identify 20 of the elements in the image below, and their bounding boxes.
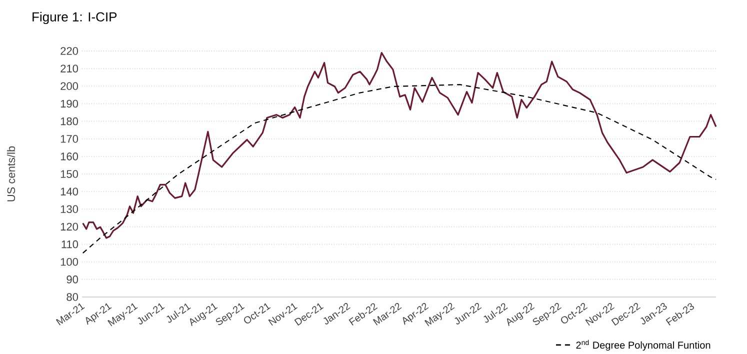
- y-tick-label: 90: [66, 276, 78, 284]
- y-tick-label: 120: [60, 222, 78, 231]
- y-tick-label: 130: [60, 205, 78, 214]
- y-tick-label: 140: [60, 188, 78, 196]
- y-tick-label: 100: [60, 258, 78, 266]
- y-tick-label: 180: [60, 117, 78, 126]
- y-tick-label: 190: [60, 100, 78, 108]
- y-tick-label: 200: [60, 82, 78, 90]
- line-series: [82, 84, 717, 254]
- y-tick-label: 210: [60, 64, 78, 72]
- chart-title: Figure 1: I-CIP: [32, 12, 117, 24]
- y-axis-title: US cents/lb: [6, 146, 16, 202]
- y-tick-label: 150: [60, 170, 78, 178]
- line-series: [82, 52, 717, 239]
- y-tick-label: 160: [60, 152, 78, 160]
- y-tick-label: 170: [60, 134, 78, 143]
- legend-label: 2$^{nd}$ Degree Polynomal Funtion: [576, 340, 710, 351]
- y-tick-label: 220: [60, 47, 78, 55]
- y-tick-label: 80: [66, 293, 78, 301]
- y-tick-label: 110: [62, 240, 78, 248]
